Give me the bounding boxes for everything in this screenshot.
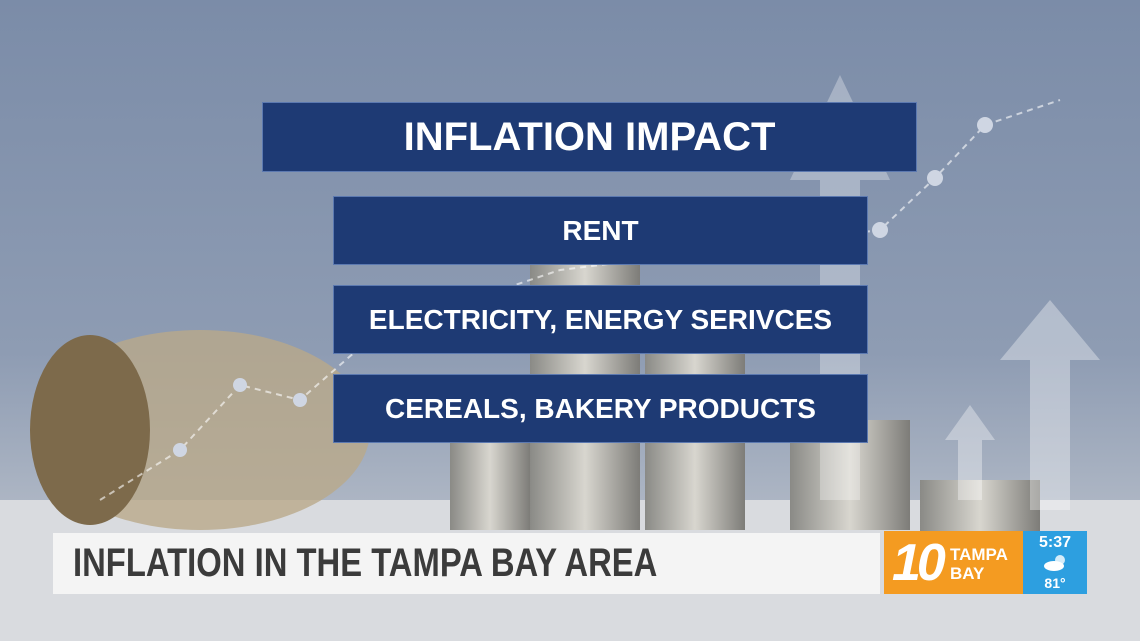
weather-icon [1044, 555, 1065, 571]
temperature: 81° [1044, 575, 1066, 591]
station-logo: 10 TAMPA BAY [884, 531, 1023, 594]
logo-number: 10 [892, 534, 946, 592]
logo-text: BAY [950, 564, 985, 583]
weather-box: 5:37 81° [1023, 531, 1087, 594]
panel-title: INFLATION IMPACT [262, 102, 917, 172]
panel-item: RENT [333, 196, 868, 265]
logo-text: TAMPA [950, 545, 1008, 564]
headline: INFLATION IN THE TAMPA BAY AREA [73, 541, 658, 585]
lower-third: INFLATION IN THE TAMPA BAY AREA [53, 533, 880, 594]
panel-item: ELECTRICITY, ENERGY SERIVCES [333, 285, 868, 354]
clock: 5:37 [1038, 534, 1072, 551]
panel-item: CEREALS, BAKERY PRODUCTS [333, 374, 868, 443]
